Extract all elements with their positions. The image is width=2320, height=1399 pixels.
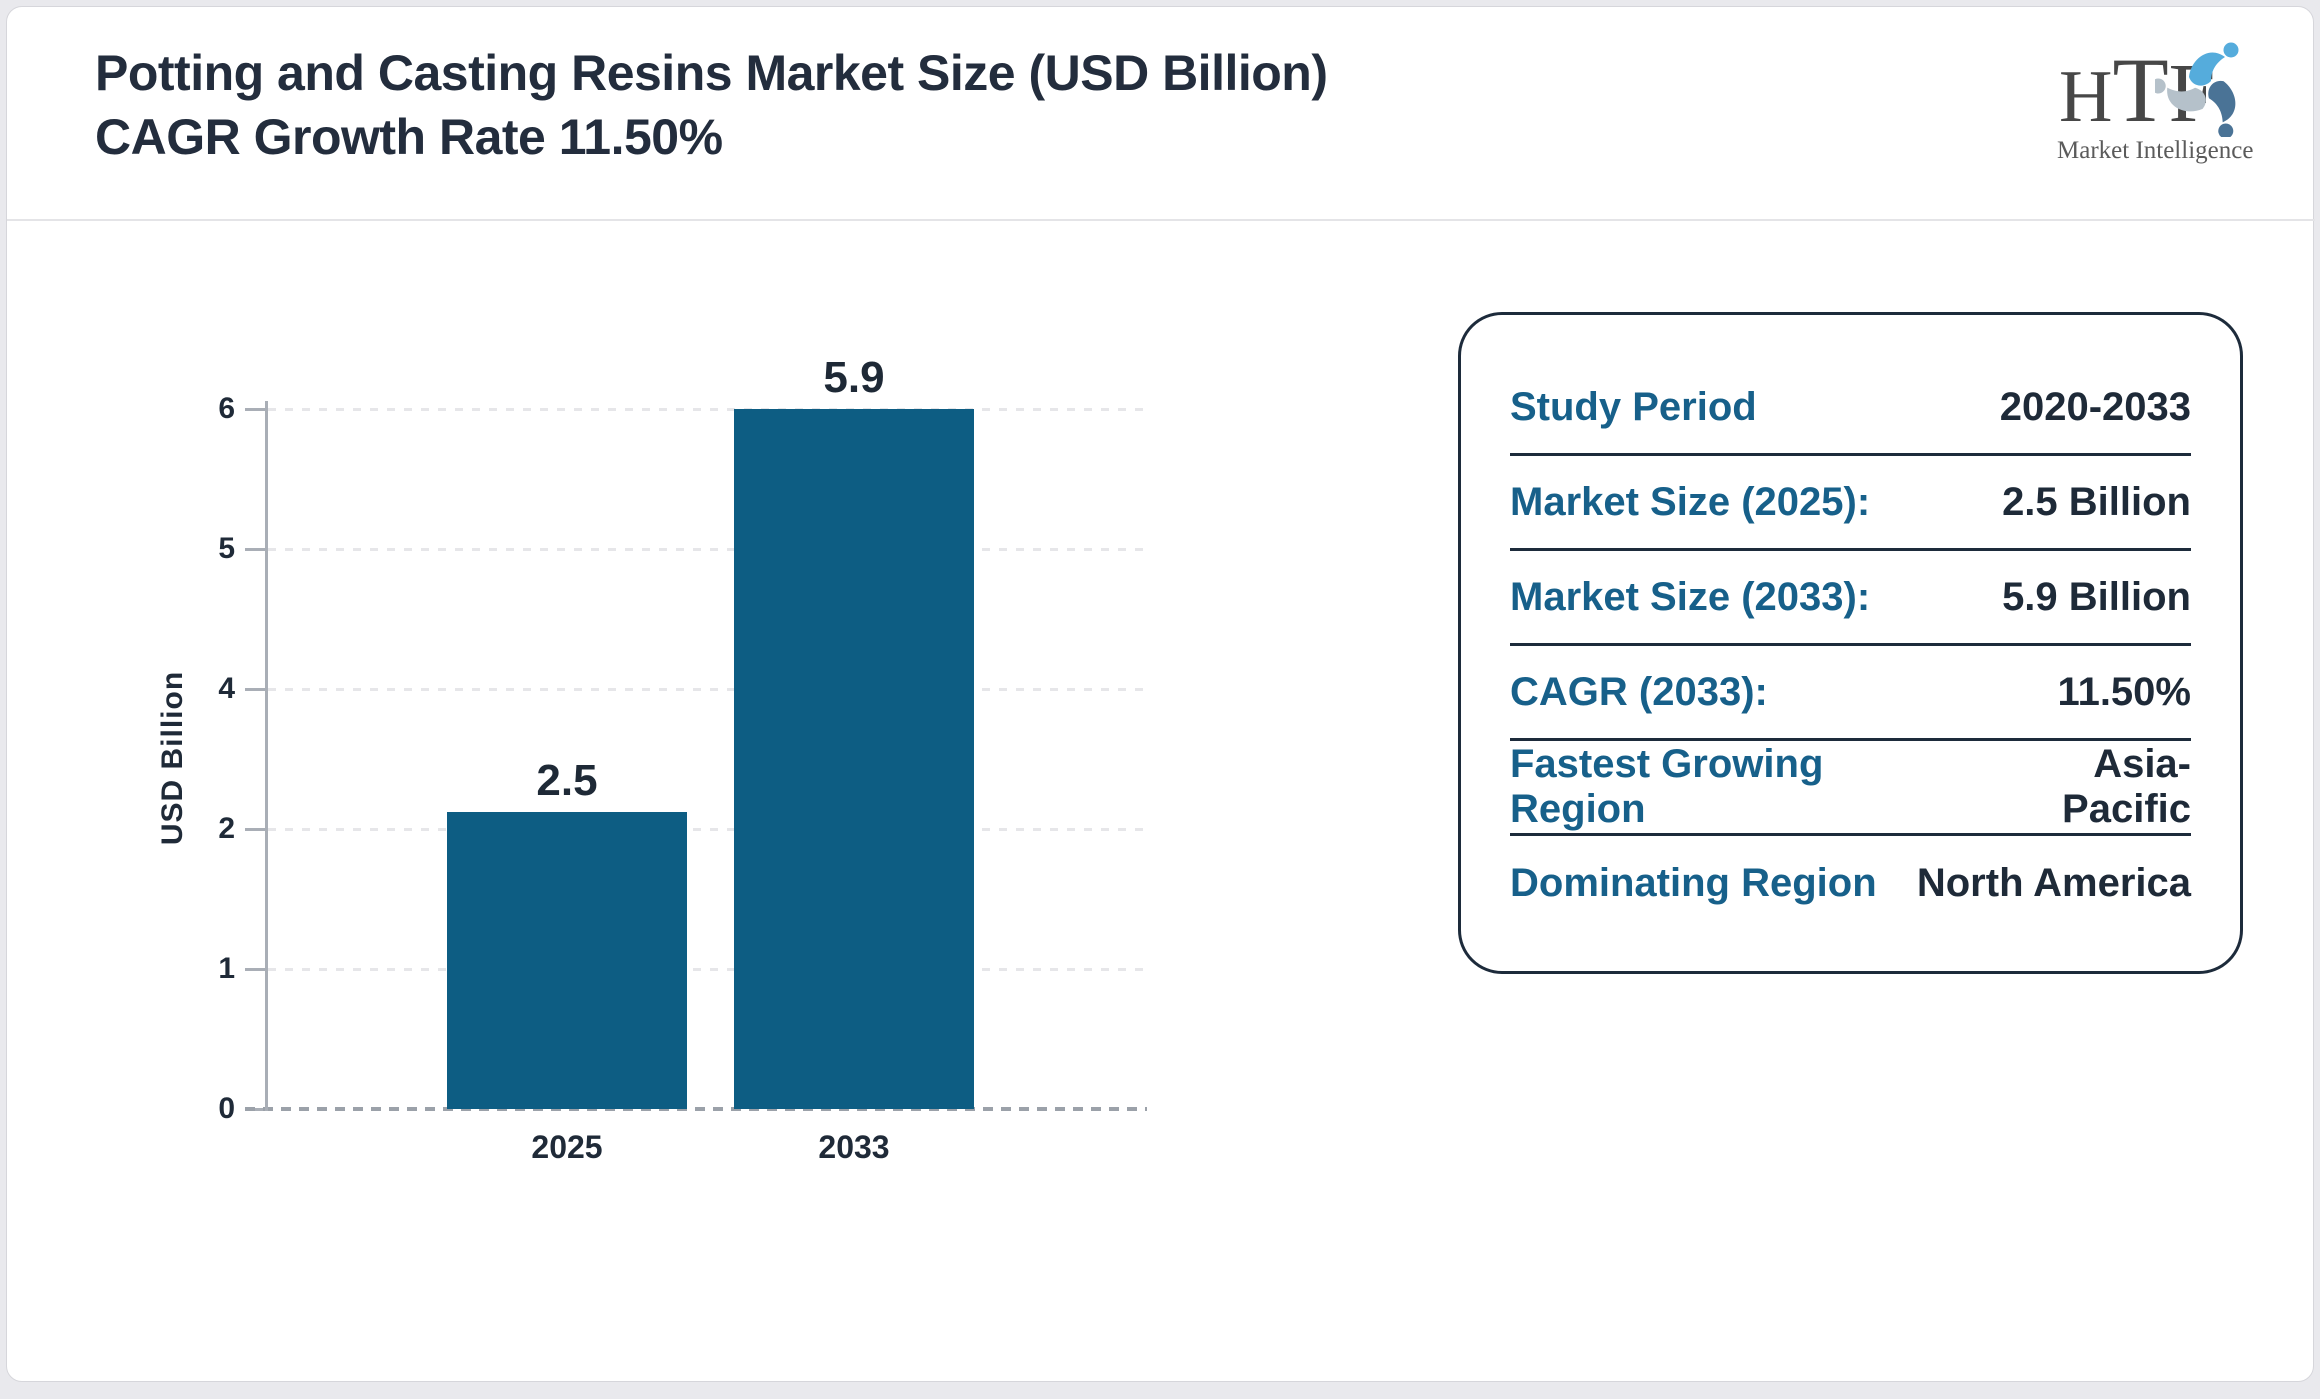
y-tick-label: 6 [115,391,235,427]
bar-2033 [734,409,974,1109]
summary-row-study-period: Study Period 2020-2033 [1510,361,2191,456]
row-label: Market Size (2033): [1510,575,1870,620]
market-summary-card: Study Period 2020-2033 Market Size (2025… [1458,312,2243,974]
x-tick-label: 2033 [734,1129,974,1166]
y-tick-label: 0 [115,1091,235,1127]
row-label: CAGR (2033): [1510,670,1768,715]
infographic-panel: Potting and Casting Resins Market Size (… [6,6,2314,1382]
y-gridline [268,688,1147,691]
row-label: Dominating Region [1510,861,1877,906]
summary-row-fastest-growing-region: Fastest Growing Region Asia-Pacific [1510,741,2191,836]
y-axis-tick [245,548,265,551]
y-gridline [268,548,1147,551]
summary-row-cagr: CAGR (2033): 11.50% [1510,646,2191,741]
row-value: 2.5 Billion [2002,480,2191,525]
row-value: North America [1917,861,2191,906]
row-label: Study Period [1510,385,1757,430]
bar-2025 [447,812,687,1109]
bar-value-label: 2.5 [447,756,687,806]
summary-row-market-size-2033: Market Size (2033): 5.9 Billion [1510,551,2191,646]
y-axis-tick [245,828,265,831]
y-axis-title: USD Billion [156,618,188,898]
row-value: Asia-Pacific [1966,742,2191,832]
row-value: 5.9 Billion [2002,575,2191,620]
row-label: Market Size (2025): [1510,480,1870,525]
row-value: 2020-2033 [2000,385,2191,430]
row-label: Fastest Growing Region [1510,742,1966,832]
y-gridline [268,828,1147,831]
bar-value-label: 5.9 [734,353,974,403]
x-tick-label: 2025 [447,1129,687,1166]
y-axis-tick [245,968,265,971]
y-gridline [268,968,1147,971]
y-axis-tick [245,688,265,691]
y-axis-line [265,401,268,1111]
y-tick-label: 5 [115,531,235,567]
y-tick-label: 1 [115,951,235,987]
summary-row-dominating-region: Dominating Region North America [1510,836,2191,931]
y-axis-tick [245,408,265,411]
row-value: 11.50% [2058,670,2191,715]
summary-row-market-size-2025: Market Size (2025): 2.5 Billion [1510,456,2191,551]
x-axis-baseline [245,1107,1147,1111]
y-gridline [268,408,1147,411]
y-tick-label: 4 [115,671,235,707]
y-tick-label: 2 [115,811,235,847]
